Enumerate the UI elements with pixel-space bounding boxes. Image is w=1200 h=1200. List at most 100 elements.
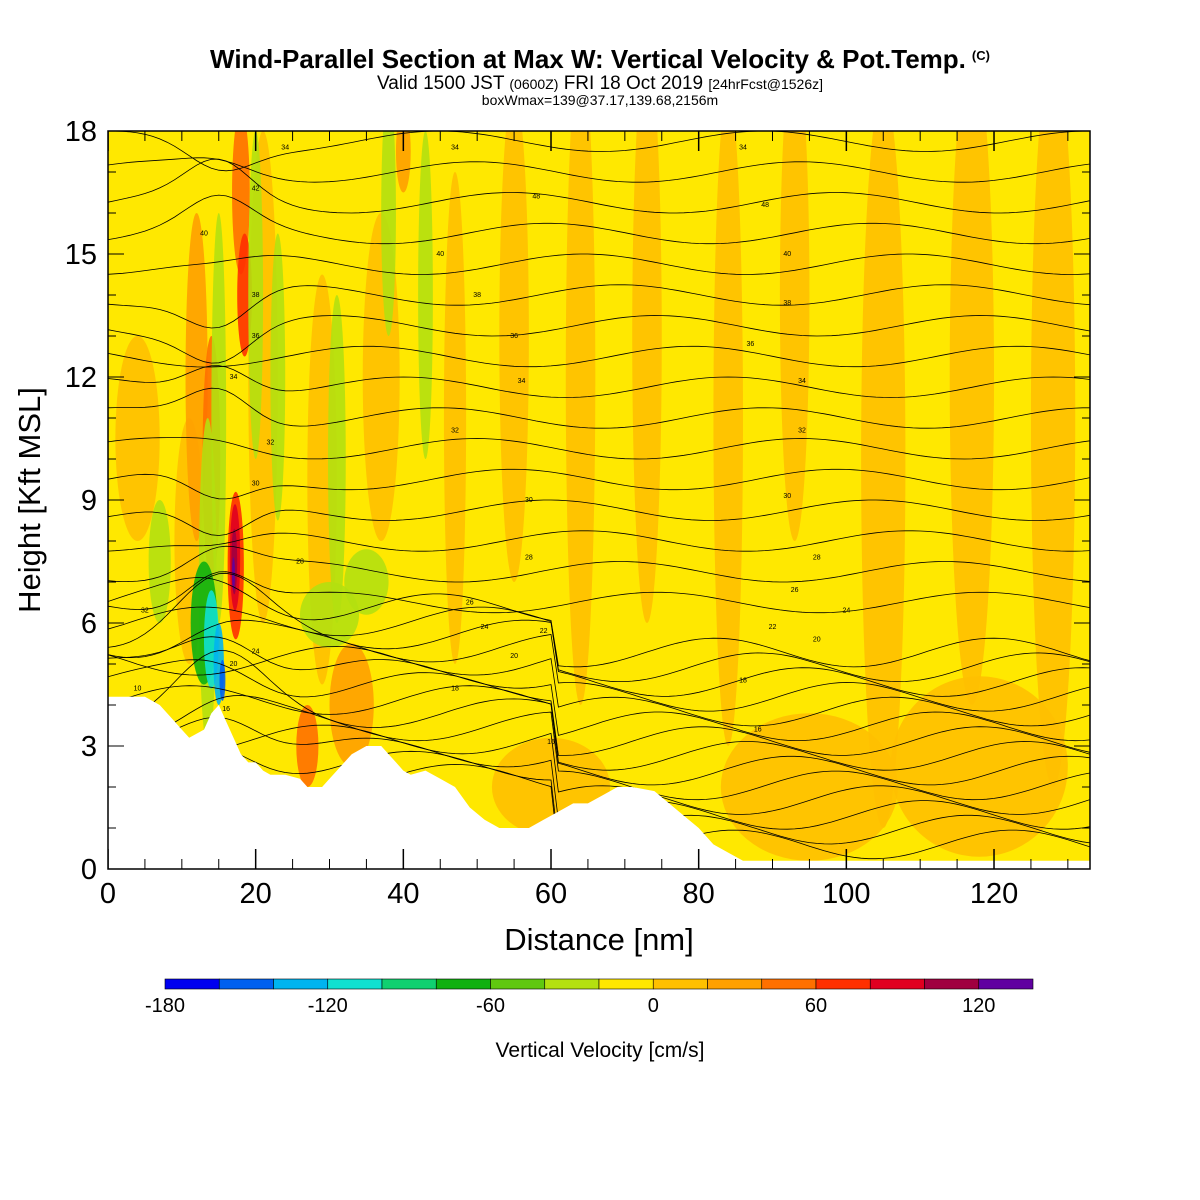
chart-subtitle: Valid 1500 JST (0600Z) FRI 18 Oct 2019 [… <box>0 73 1200 95</box>
theta-label: 36 <box>510 333 518 340</box>
field-patch <box>237 233 252 357</box>
colorbar-label: Vertical Velocity [cm/s] <box>496 1039 705 1062</box>
x-tick-label: 0 <box>100 878 116 910</box>
x-tick-label: 120 <box>970 878 1018 910</box>
y-tick-label: 0 <box>81 854 97 886</box>
theta-contour <box>108 345 1090 368</box>
theta-label: 24 <box>842 608 850 615</box>
x-tick-label: 60 <box>535 878 567 910</box>
field-patch <box>148 500 171 623</box>
terrain <box>108 131 1090 869</box>
y-tick-label: 15 <box>65 239 97 271</box>
field-patch <box>1030 131 1076 787</box>
plot-frame <box>107 130 1091 870</box>
theta-contour <box>108 365 1090 398</box>
colorbar-swatch <box>978 978 1034 990</box>
colorbar-swatch <box>273 978 329 990</box>
theta-contour <box>108 530 1090 552</box>
theta-contour <box>108 695 1090 801</box>
theta-label: 30 <box>525 497 533 504</box>
theta-label: 32 <box>267 440 275 447</box>
x-tick-label: 100 <box>822 878 870 910</box>
colorbar-swatch <box>924 978 980 990</box>
field-patch <box>219 659 226 701</box>
theta-label: 38 <box>252 292 260 299</box>
field-patch <box>329 643 374 767</box>
theta-contour <box>108 545 1090 583</box>
y-tick-label: 12 <box>65 362 97 394</box>
theta-contour <box>108 645 1090 727</box>
colorbar-swatch <box>164 978 220 990</box>
theta-label: 40 <box>783 251 791 258</box>
theta-label: 16 <box>547 739 555 746</box>
field-patch <box>632 131 662 623</box>
theta-contour <box>108 284 1090 329</box>
theta-label: 32 <box>141 608 149 615</box>
theta-label: 34 <box>518 378 526 385</box>
x-tick-label: 80 <box>683 878 715 910</box>
field-patch <box>443 172 467 664</box>
field-patch <box>713 131 743 746</box>
colorbar-swatch <box>327 978 383 990</box>
box-info: boxWmax=139@37.17,139.68,2156m <box>481 92 719 108</box>
colorbar-tick-label: 60 <box>805 995 827 1017</box>
field-patch <box>328 295 346 623</box>
theta-label: 34 <box>451 144 459 151</box>
theta-contour <box>108 315 1090 364</box>
valid-time-text: Valid 1500 JST <box>377 73 505 94</box>
theta-label: 20 <box>230 661 238 668</box>
field-patch <box>270 233 286 521</box>
theta-contour <box>108 437 1090 460</box>
theta-label: 24 <box>481 624 489 631</box>
theta-contour <box>108 572 1090 697</box>
theta-contour <box>108 253 1090 275</box>
theta-contour <box>108 158 1090 214</box>
theta-label: 28 <box>525 554 533 561</box>
theta-contour <box>108 157 1090 183</box>
field-patch <box>949 131 995 705</box>
colorbar-swatch <box>435 978 491 990</box>
theta-label: 36 <box>252 333 260 340</box>
theta-label: 32 <box>451 427 459 434</box>
theta-label: 40 <box>436 251 444 258</box>
theta-label: 42 <box>252 185 260 192</box>
colorbar-swatch <box>381 978 437 990</box>
theta-label: 34 <box>281 144 289 151</box>
field-patch <box>565 131 596 705</box>
theta-contour <box>108 606 1090 683</box>
theta-label: 38 <box>783 300 791 307</box>
theta-label: 16 <box>222 706 230 713</box>
x-axis-label: Distance [nm] <box>504 922 694 957</box>
theta-label: 26 <box>791 587 799 594</box>
y-tick-label: 6 <box>81 608 97 640</box>
field-patch <box>418 131 433 459</box>
theta-label: 32 <box>798 427 806 434</box>
x-tick-label: 40 <box>387 878 419 910</box>
x-tick-label: 20 <box>240 878 272 910</box>
theta-label: 40 <box>200 231 208 238</box>
colorbar-swatch <box>544 978 600 990</box>
valid-date-text: FRI 18 Oct 2019 <box>563 73 704 94</box>
theta-label: 30 <box>252 481 260 488</box>
chart-title: Wind-Parallel Section at Max W: Vertical… <box>0 44 1200 75</box>
theta-label: 48 <box>532 194 540 201</box>
field-patch <box>299 582 360 648</box>
colorbar-swatch <box>218 978 274 990</box>
colorbar-swatch <box>490 978 546 990</box>
colorbar-swatch <box>761 978 817 990</box>
theta-contour <box>108 131 1090 172</box>
theta-contour <box>108 577 1090 668</box>
colorbar-swatch <box>707 978 763 990</box>
theta-label: 20 <box>510 653 518 660</box>
velocity-field <box>108 131 1090 869</box>
theta-label: 22 <box>540 628 548 635</box>
colorbar-tick-label: -120 <box>308 995 348 1017</box>
theta-label: 20 <box>813 636 821 643</box>
field-patch <box>296 705 319 787</box>
theta-label: 34 <box>798 378 806 385</box>
field-patch <box>395 131 411 193</box>
field-patch <box>861 131 906 828</box>
colorbar-tick-label: -180 <box>145 995 185 1017</box>
